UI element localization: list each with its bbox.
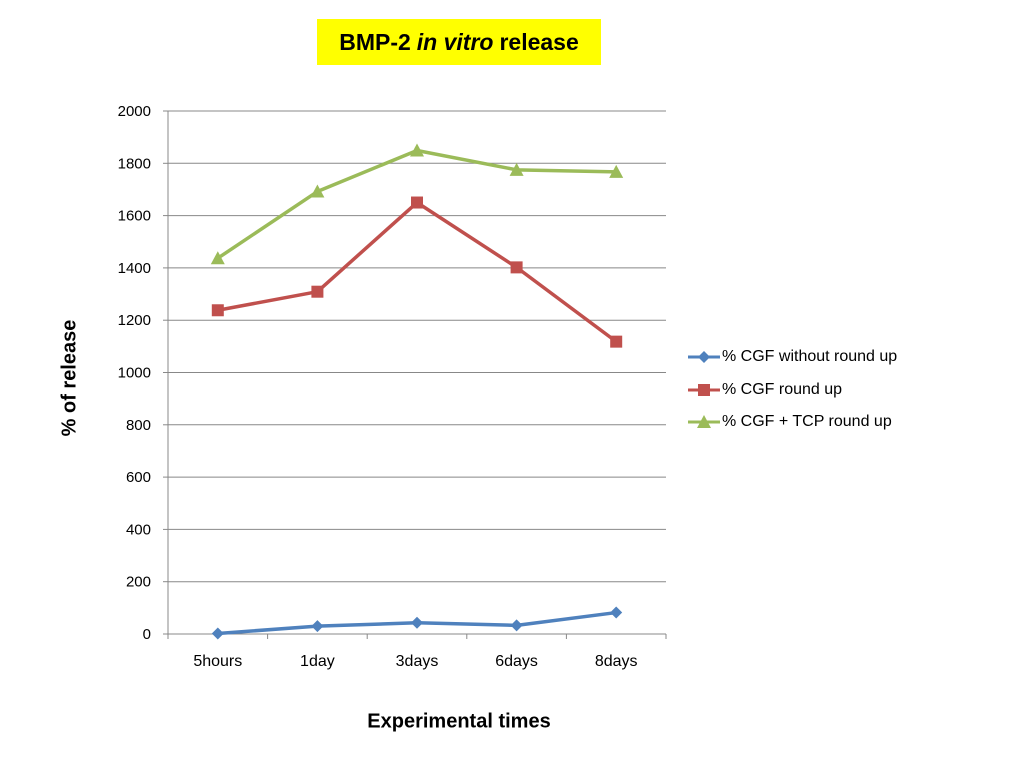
y-tick-label: 0 (143, 626, 151, 643)
legend-marker (698, 383, 710, 396)
legend-label: % CGF round up (722, 380, 843, 398)
x-tick-label: 6days (495, 653, 538, 670)
data-point (610, 606, 623, 619)
legend-swatch (688, 351, 720, 364)
y-tick-label: 1600 (118, 208, 151, 225)
legend-marker (698, 351, 710, 364)
data-point (311, 285, 324, 298)
y-tick-label: 1000 (118, 365, 151, 382)
y-tick-label: 200 (126, 574, 151, 591)
y-tick-label: 800 (126, 417, 151, 434)
chart-title: BMP-2 in vitro release (317, 19, 601, 65)
data-point (610, 335, 623, 348)
y-tick-label: 1400 (118, 260, 151, 277)
y-tick-label: 600 (126, 469, 151, 486)
data-point (510, 261, 523, 274)
series-1 (211, 606, 623, 640)
data-point (211, 304, 224, 317)
data-point (411, 616, 423, 629)
chart-legend: % CGF without round up % CGF round up % CG… (688, 341, 897, 439)
chart-title-part-2: in vitro (416, 28, 494, 55)
data-point (509, 162, 524, 176)
data-point (311, 620, 324, 633)
legend-item: % CGF without round up (688, 341, 897, 374)
legend-swatch (688, 415, 720, 429)
chart-title-part-3: release (499, 28, 579, 55)
legend-marker (697, 415, 711, 429)
data-point (411, 196, 423, 209)
data-point (210, 251, 225, 265)
y-tick-label: 2000 (118, 103, 151, 120)
data-point (609, 164, 624, 178)
legend-label: % CGF + TCP round up (722, 413, 892, 431)
x-tick-label: 3days (396, 653, 439, 670)
x-axis-label: Experimental times (367, 710, 551, 733)
y-tick-label: 1200 (118, 312, 151, 329)
x-tick-label: 8days (595, 653, 638, 670)
legend-item: % CGF round up (688, 374, 897, 407)
y-tick-label: 400 (126, 521, 151, 538)
series-2 (211, 196, 623, 348)
legend-item: % CGF + TCP round up (688, 406, 897, 439)
data-point (310, 184, 325, 198)
legend-label: % CGF without round up (722, 348, 898, 366)
x-tick-label: 5hours (193, 653, 242, 670)
x-tick-label: 1day (300, 653, 335, 670)
series-line (217, 200, 618, 344)
data-point (410, 143, 424, 157)
chart-title-part-1: BMP-2 (339, 28, 411, 55)
data-point (211, 627, 224, 640)
y-tick-label: 1800 (118, 155, 151, 172)
series-3 (210, 143, 624, 265)
data-point (510, 619, 523, 632)
legend-swatch (688, 383, 720, 396)
